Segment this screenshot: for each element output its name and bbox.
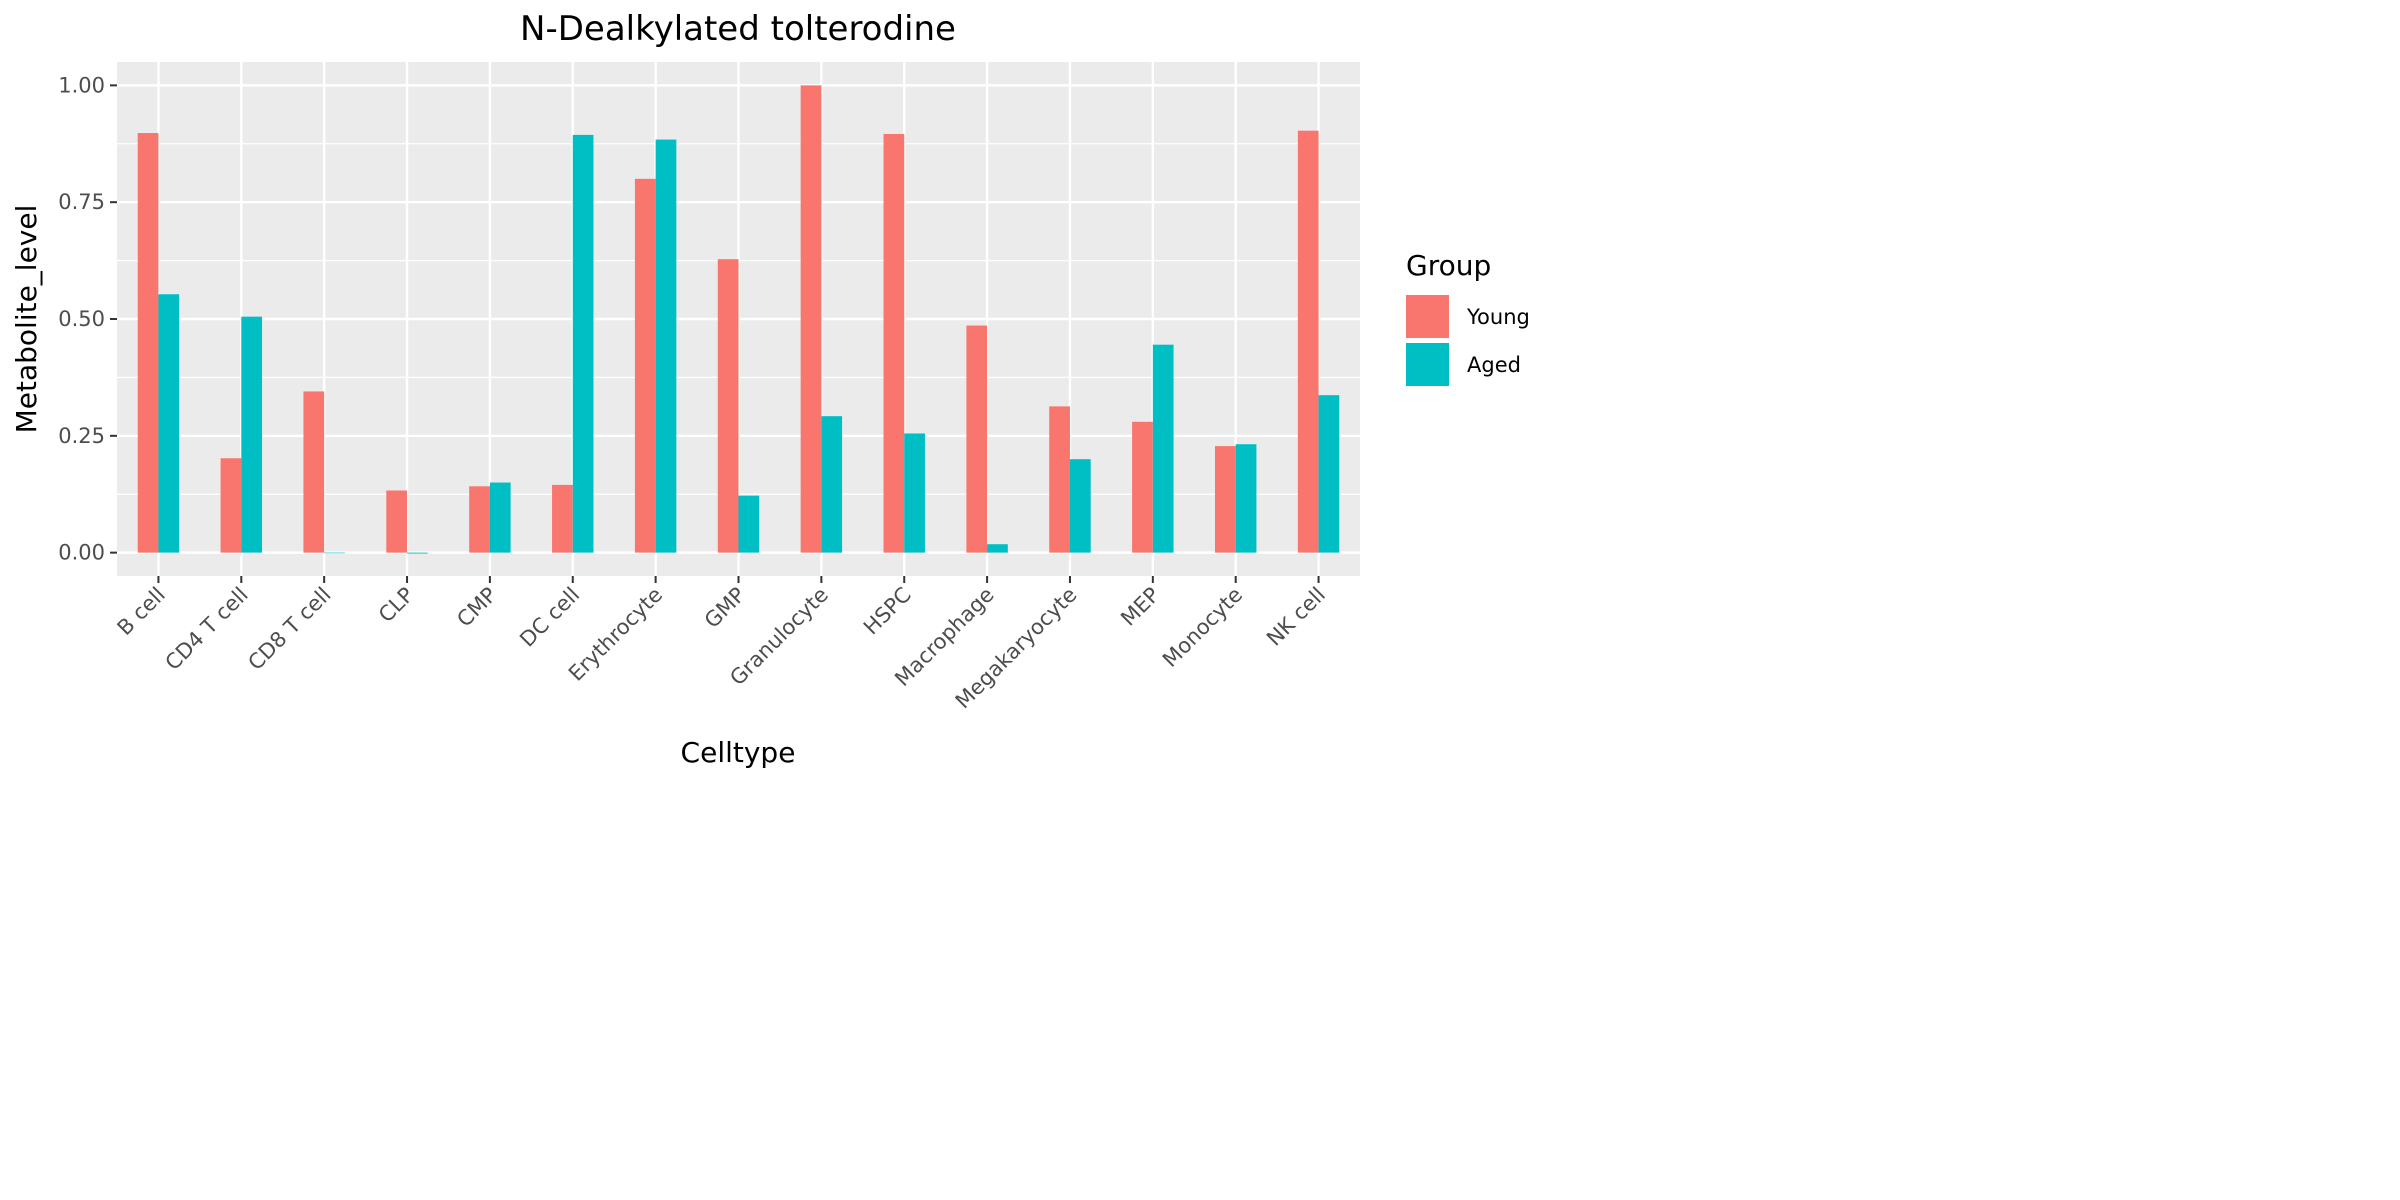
bar-aged [987,544,1008,553]
x-tick-label: Monocyte [1158,583,1247,672]
y-tick-label: 0.25 [58,424,105,448]
bar-young [552,484,573,553]
x-tick-label: HSPC [859,583,916,640]
y-tick-label: 0.00 [58,541,105,565]
bar-young [303,391,325,553]
bar-aged [821,416,843,553]
legend-label: Aged [1467,353,1521,377]
bar-young [1297,130,1319,553]
bar-young [137,133,159,553]
bar-young [469,486,490,553]
bar-aged [738,495,760,553]
x-tick-label: DC cell [515,583,584,652]
x-tick-label: CMP [452,583,501,632]
legend-title: Group [1406,249,1491,282]
legend-key-young [1406,295,1449,338]
bar-aged [1235,444,1257,553]
bar-aged [1152,344,1174,553]
bar-aged [572,134,594,553]
bar-young [386,490,408,553]
bar-aged [655,139,677,553]
legend-label: Young [1466,305,1530,329]
bar-young [1049,406,1070,553]
bar-young [220,458,242,553]
x-tick-label: CD8 T cell [243,583,335,675]
bar-aged [1318,395,1340,553]
x-tick-label: CD4 T cell [161,583,253,675]
bar-young [1214,446,1236,553]
bar-aged [407,552,428,554]
x-tick-label: CLP [374,583,419,628]
x-tick-label: B cell [113,583,170,640]
legend-key-aged [1406,343,1449,386]
y-axis-title: Metabolite_level [10,205,43,434]
bar-aged [158,294,180,553]
x-axis-title: Celltype [681,736,796,769]
bar-young [717,259,739,553]
bar-aged [324,552,345,554]
legend: Group Young Aged [1406,249,1530,386]
bar-aged [904,433,925,553]
bar-aged [1069,459,1091,553]
x-tick-label: NK cell [1262,583,1330,651]
y-axis: 0.00 0.25 0.50 0.75 1.00 [58,73,117,565]
bar-young [1132,421,1153,553]
bar-young [634,178,656,553]
bar-young [883,133,905,553]
bar-young [966,325,988,553]
bar-young [800,85,822,553]
bar-chart: N-Dealkylated tolterodine 0.000.250.500.… [10,9,1530,769]
x-tick-label: GMP [700,583,750,633]
bar-aged [489,482,511,553]
chart-title: N-Dealkylated tolterodine [520,9,956,49]
chart-container: N-Dealkylated tolterodine 0.00 0.25 0.50 0.… [0,0,1545,772]
y-tick-label: 1.00 [58,73,105,97]
bars [137,85,1340,554]
y-tick-label: 0.75 [58,190,105,214]
bar-aged [241,316,263,553]
x-tick-label: MEP [1116,583,1164,631]
y-tick-label: 0.50 [58,307,105,331]
